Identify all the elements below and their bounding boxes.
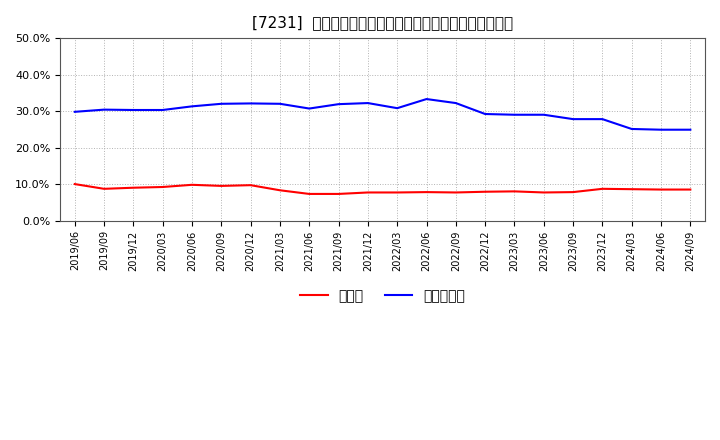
有利子負債 xyxy=(188,104,197,109)
Title: [7231]  現預金、有利子負債の総資産に対する比率の推移: [7231] 現預金、有利子負債の総資産に対する比率の推移 xyxy=(252,15,513,30)
現預金 xyxy=(246,183,255,188)
現預金 xyxy=(305,191,314,197)
現預金 xyxy=(188,182,197,187)
有利子負債 xyxy=(569,117,577,122)
現預金 xyxy=(71,181,79,187)
現預金 xyxy=(539,190,548,195)
有利子負債 xyxy=(364,100,372,106)
現預金 xyxy=(657,187,665,192)
有利子負債 xyxy=(598,117,607,122)
有利子負債 xyxy=(393,106,402,111)
Line: 現預金: 現預金 xyxy=(75,184,690,194)
有利子負債 xyxy=(71,109,79,114)
現預金 xyxy=(393,190,402,195)
有利子負債 xyxy=(305,106,314,111)
現預金 xyxy=(627,187,636,192)
有利子負債 xyxy=(276,101,284,106)
有利子負債 xyxy=(451,100,460,106)
有利子負債 xyxy=(510,112,519,117)
有利子負債 xyxy=(100,107,109,112)
有利子負債 xyxy=(686,127,695,132)
現預金 xyxy=(451,190,460,195)
有利子負債 xyxy=(627,126,636,132)
有利子負債 xyxy=(422,96,431,102)
現預金 xyxy=(422,190,431,195)
現預金 xyxy=(158,184,167,190)
現預金 xyxy=(510,189,519,194)
Legend: 現預金, 有利子負債: 現預金, 有利子負債 xyxy=(294,283,471,308)
現預金 xyxy=(481,189,490,194)
有利子負債 xyxy=(334,102,343,107)
有利子負債 xyxy=(539,112,548,117)
現預金 xyxy=(598,186,607,191)
有利子負債 xyxy=(246,101,255,106)
現預金 xyxy=(217,183,225,189)
現預金 xyxy=(334,191,343,197)
現預金 xyxy=(686,187,695,192)
現預金 xyxy=(100,186,109,191)
Line: 有利子負債: 有利子負債 xyxy=(75,99,690,130)
現預金 xyxy=(276,187,284,193)
現預金 xyxy=(364,190,372,195)
有利子負債 xyxy=(158,107,167,113)
現預金 xyxy=(569,190,577,195)
有利子負債 xyxy=(657,127,665,132)
現預金 xyxy=(129,185,138,191)
有利子負債 xyxy=(481,111,490,117)
有利子負債 xyxy=(129,107,138,113)
有利子負債 xyxy=(217,101,225,106)
